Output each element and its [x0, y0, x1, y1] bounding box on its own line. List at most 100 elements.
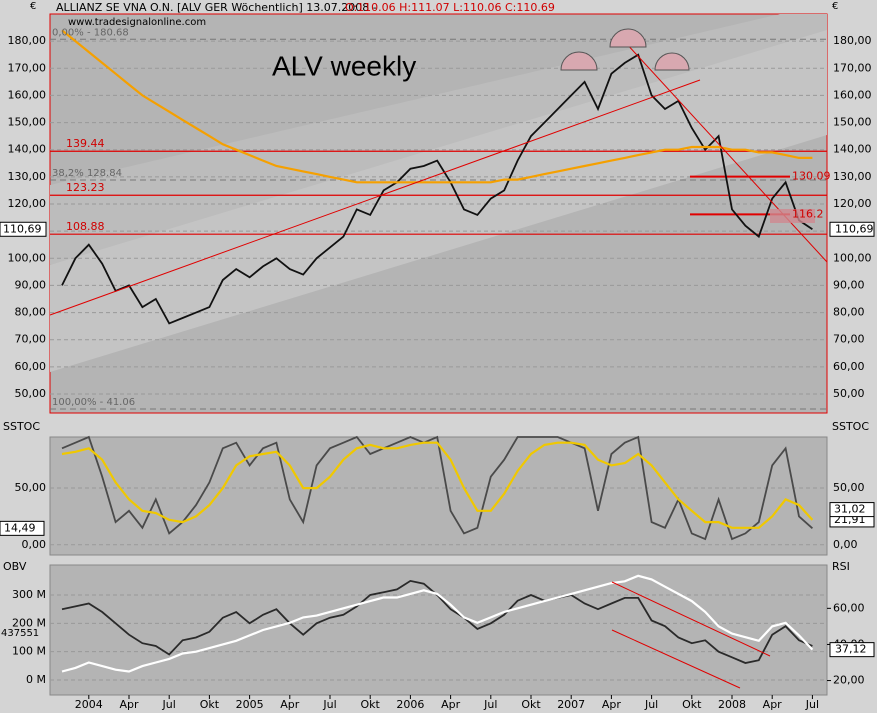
x-tick-label: Jul [644, 698, 658, 711]
x-tick-label: 2004 [75, 698, 103, 711]
head-shoulder [609, 28, 647, 48]
y-tick-label: 140,00 [8, 143, 47, 156]
head-shoulder [654, 52, 690, 71]
last-value-label: 37,12 [835, 643, 867, 656]
last-value-box [0, 520, 45, 536]
y-tick-label: 50,00 [833, 481, 865, 494]
y-tick-label: 90,00 [15, 278, 47, 291]
y2-tick-label: 20,00 [833, 674, 865, 687]
currency: € [30, 1, 36, 12]
y-tick-label: 150,00 [833, 116, 872, 129]
trendline [611, 581, 771, 657]
y-tick-label: 120,00 [8, 197, 47, 210]
source: www.tradesignalonline.com [68, 17, 206, 28]
x-tick-label: Jul [483, 698, 497, 711]
sstoc-panel [49, 436, 828, 556]
y-tick-label: 50,00 [15, 387, 47, 400]
x-tick-label: Apr [602, 698, 622, 711]
currency: € [832, 1, 838, 12]
y-tick-label: 0,00 [833, 538, 858, 551]
x-tick-label: Apr [441, 698, 461, 711]
y-tick-label: 90,00 [833, 278, 865, 291]
line-series [61, 53, 813, 325]
trendline [624, 41, 828, 263]
x-tick-label: Apr [763, 698, 783, 711]
fib-label: 0,00% - 180.68 [52, 27, 129, 38]
last-value-box [0, 221, 47, 237]
y-tick-label: 70,00 [833, 333, 865, 346]
y-tick-label: 50,00 [15, 481, 47, 494]
y-tick-label: 130,00 [8, 170, 47, 183]
resistance-label: 130.09 [792, 170, 831, 183]
x-tick-label: Okt [361, 698, 381, 711]
y-tick-label: 130,00 [833, 170, 872, 183]
y-tick-label: 170,00 [8, 61, 47, 74]
y-tick-label: 200 M [12, 616, 46, 629]
y-tick-label: 120,00 [833, 197, 872, 210]
level-label: 108.88 [66, 220, 105, 233]
level-label: 139.44 [66, 137, 105, 150]
y-tick-label: 0 M [26, 673, 46, 686]
x-tick-label: Okt [682, 698, 702, 711]
y-tick-label: 140,00 [833, 143, 872, 156]
x-tick-label: Okt [200, 698, 220, 711]
x-tick-label: Jul [322, 698, 336, 711]
line-series [61, 441, 814, 529]
x-tick-label: Jul [162, 698, 176, 711]
chart-subtitle: ALLIANZ SE VNA O.N. [ALV GER Wöchentlich… [56, 1, 377, 14]
obv-value: 437551 [1, 628, 39, 639]
last-value-label: 110,69 [835, 222, 874, 235]
x-tick-label: Okt [521, 698, 541, 711]
x-tick-label: 2006 [396, 698, 424, 711]
last-value-label: 31,02 [834, 503, 866, 516]
trendline [611, 629, 741, 689]
y-tick-label: 100 M [12, 645, 46, 658]
y-tick-label: 80,00 [15, 306, 47, 319]
panel-title: SSTOC [832, 420, 869, 433]
panel-title: OBV [3, 560, 27, 573]
y-tick-label: 100,00 [8, 251, 47, 264]
y-tick-label: 60,00 [833, 360, 865, 373]
last-value-box [829, 642, 875, 658]
y-tick-label: 0,00 [22, 538, 47, 551]
y-tick-label: 100,00 [833, 251, 872, 264]
y-tick-label: 160,00 [8, 88, 47, 101]
quote: O:110.06 H:111.07 L:110.06 C:110.69 [345, 1, 555, 14]
y-tick-label: 180,00 [8, 34, 47, 47]
x-tick-label: Apr [119, 698, 139, 711]
obv-panel [49, 564, 828, 696]
y-tick-label: 170,00 [833, 61, 872, 74]
fib-label: 38,2% 128.84 [52, 168, 122, 179]
head-shoulder [560, 51, 598, 71]
zone [770, 209, 815, 223]
y-tick-label: 150,00 [8, 116, 47, 129]
x-tick-label: Jul [805, 698, 819, 711]
panel-title: RSI [832, 560, 850, 573]
y-tick-label: 80,00 [833, 306, 865, 319]
y-tick-label: 160,00 [833, 88, 872, 101]
trend-channel [50, 14, 827, 372]
line-series [61, 574, 814, 673]
last-value-label: 14,49 [4, 521, 36, 534]
y-tick-label: 60,00 [15, 360, 47, 373]
line-series [61, 29, 813, 184]
x-tick-label: 2007 [557, 698, 585, 711]
marks [50, 29, 827, 681]
fib-label: 100,00% - 41.06 [52, 397, 135, 408]
trendline [49, 79, 701, 316]
x-tick-label: 2005 [236, 698, 264, 711]
line-series [61, 435, 813, 541]
x-tick-label: Apr [280, 698, 300, 711]
chart-title: ALV weekly [272, 50, 416, 81]
resistance-label: 116.2 [792, 207, 824, 220]
panel-title: SSTOC [3, 420, 40, 433]
x-tick-label: 2008 [718, 698, 746, 711]
last-value-box [829, 221, 875, 237]
y-tick-label: 180,00 [833, 34, 872, 47]
trend-channel-upper [50, 14, 827, 265]
last-value-label: 110,69 [3, 222, 42, 235]
last-value-box [829, 502, 875, 518]
y-tick-label: 50,00 [833, 387, 865, 400]
y-tick-label: 70,00 [15, 333, 47, 346]
